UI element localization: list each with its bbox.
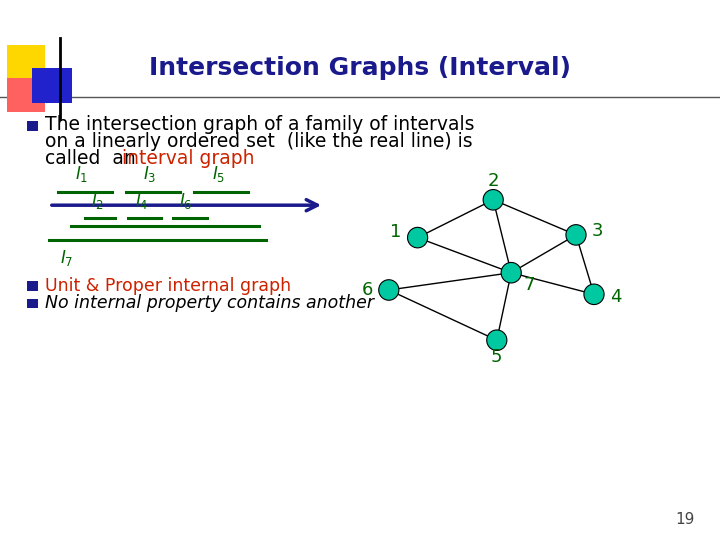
Text: $I_4$: $I_4$: [135, 191, 148, 211]
Text: $I_5$: $I_5$: [212, 164, 225, 184]
Text: $I_2$: $I_2$: [91, 191, 104, 211]
Text: No internal property contains another: No internal property contains another: [45, 294, 374, 313]
Text: called  an: called an: [45, 148, 141, 168]
Text: on a linearly ordered set  (like the real line) is: on a linearly ordered set (like the real…: [45, 132, 472, 151]
Ellipse shape: [487, 330, 507, 350]
Ellipse shape: [483, 190, 503, 210]
Ellipse shape: [501, 262, 521, 283]
Bar: [7, 45, 45, 78]
Text: 6: 6: [361, 281, 373, 299]
Text: 3: 3: [592, 221, 603, 240]
Text: $I_3$: $I_3$: [143, 164, 156, 184]
Text: Unit & Proper internal graph: Unit & Proper internal graph: [45, 277, 291, 295]
Ellipse shape: [408, 227, 428, 248]
Bar: [27, 281, 38, 291]
Text: $I_6$: $I_6$: [179, 191, 192, 211]
Ellipse shape: [379, 280, 399, 300]
Text: 4: 4: [610, 288, 621, 306]
Text: 2: 2: [487, 172, 499, 190]
Bar: [27, 121, 38, 131]
Text: 19: 19: [675, 511, 695, 526]
Text: The intersection graph of a family of intervals: The intersection graph of a family of in…: [45, 115, 474, 134]
Bar: [32, 68, 72, 103]
Text: 7: 7: [523, 275, 535, 294]
Ellipse shape: [566, 225, 586, 245]
Text: $I_7$: $I_7$: [60, 248, 73, 268]
Text: $I_1$: $I_1$: [75, 164, 88, 184]
Text: Intersection Graphs (Interval): Intersection Graphs (Interval): [149, 56, 571, 79]
Ellipse shape: [584, 284, 604, 305]
Text: 5: 5: [491, 348, 503, 367]
Bar: [27, 299, 38, 308]
Bar: [7, 78, 45, 112]
Text: 1: 1: [390, 223, 402, 241]
Text: interval graph: interval graph: [122, 148, 255, 168]
